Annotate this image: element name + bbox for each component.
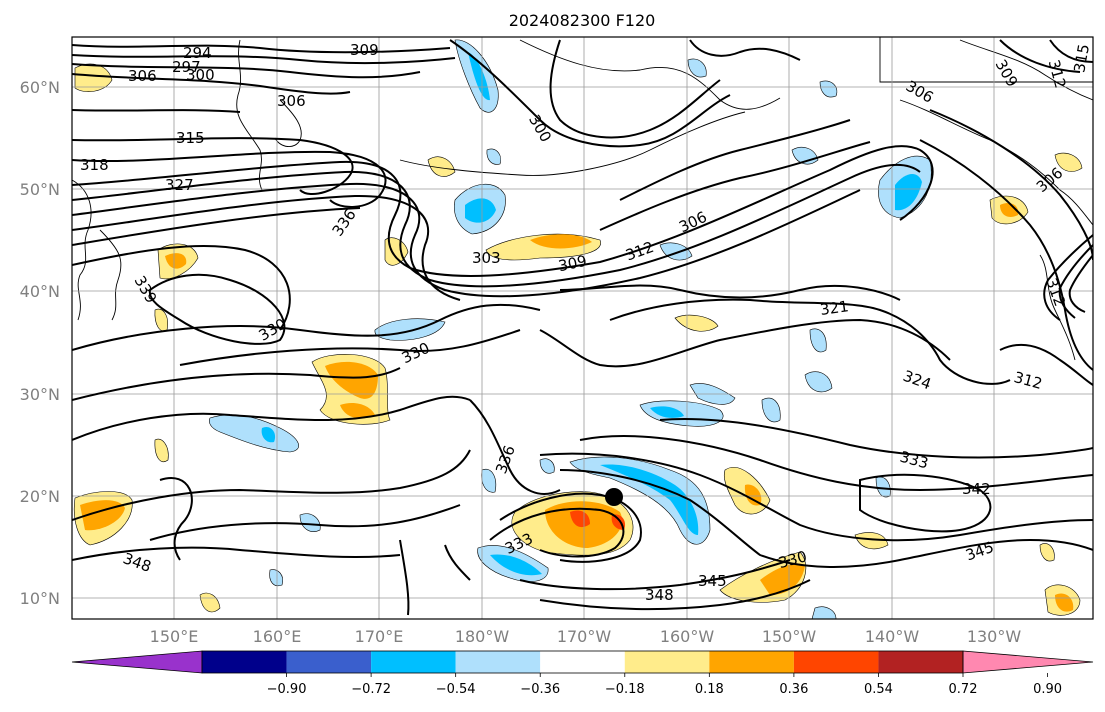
figure-title: 2024082300 F120 bbox=[509, 11, 656, 30]
map-panel: 294 297 300 306 309 306 315 318 327 336 … bbox=[72, 37, 1093, 619]
lon-tick-label: 150°E bbox=[150, 627, 199, 646]
contour-label: 303 bbox=[472, 249, 501, 267]
colorbar-segment bbox=[793, 651, 879, 673]
lat-tick-label: 60°N bbox=[20, 78, 60, 97]
contour-label: 348 bbox=[645, 586, 674, 604]
colorbar-segment bbox=[286, 651, 372, 673]
colorbar-tick-label: −0.90 bbox=[267, 682, 307, 697]
colorbar-segment bbox=[202, 651, 287, 673]
latitude-axis: 60°N 50°N 40°N 30°N 20°N 10°N bbox=[20, 78, 60, 608]
lon-tick-label: 180°W bbox=[455, 627, 510, 646]
lon-tick-label: 160°W bbox=[660, 627, 715, 646]
colorbar-tick-label: −0.72 bbox=[351, 682, 391, 697]
contour-label: 345 bbox=[698, 572, 727, 590]
colorbar-tick-label: 0.72 bbox=[949, 682, 978, 697]
lon-tick-label: 170°E bbox=[355, 627, 404, 646]
lon-tick-label: 150°W bbox=[762, 627, 817, 646]
contour-label: 297 bbox=[172, 58, 201, 76]
contour-label: 327 bbox=[165, 176, 194, 194]
colorbar-segment bbox=[624, 651, 710, 673]
contour-label: 342 bbox=[962, 480, 991, 498]
contour-label: 294 bbox=[183, 44, 212, 62]
lat-tick-label: 20°N bbox=[20, 487, 60, 506]
contour-label: 309 bbox=[350, 41, 379, 59]
contour-label: 315 bbox=[1070, 43, 1093, 74]
lon-tick-label: 130°W bbox=[967, 627, 1022, 646]
colorbar-segment bbox=[371, 651, 456, 673]
lon-tick-label: 160°E bbox=[253, 627, 302, 646]
colorbar-tick-label: 0.54 bbox=[864, 682, 893, 697]
colorbar-segment bbox=[878, 651, 963, 673]
contour-label: 315 bbox=[176, 129, 205, 147]
colorbar-tick-label: 0.36 bbox=[779, 682, 808, 697]
colorbar-tick-label: −0.36 bbox=[520, 682, 560, 697]
contour-label: 306 bbox=[277, 92, 306, 110]
lat-tick-label: 30°N bbox=[20, 385, 60, 404]
colorbar: −0.90 −0.72 −0.54 −0.36 −0.18 0.18 0.36 0.54 0.7… bbox=[71, 650, 1094, 697]
map-frame bbox=[71, 36, 1094, 620]
colorbar-segment bbox=[455, 651, 541, 673]
contour-label: 321 bbox=[819, 297, 850, 319]
colorbar-tick-label: −0.18 bbox=[605, 682, 645, 697]
storm-center-marker bbox=[605, 488, 623, 506]
contour-label: 300 bbox=[186, 66, 215, 84]
lat-tick-label: 50°N bbox=[20, 180, 60, 199]
longitude-axis: 150°E 160°E 170°E 180°W 170°W 160°W 150°… bbox=[150, 627, 1022, 646]
lon-tick-label: 140°W bbox=[865, 627, 920, 646]
colorbar-segment bbox=[540, 651, 625, 673]
contour-label: 306 bbox=[128, 67, 157, 85]
graticule bbox=[72, 37, 1093, 619]
colorbar-tick-label: 0.18 bbox=[695, 682, 724, 697]
colorbar-segment bbox=[709, 651, 794, 673]
colorbar-tick-label: −0.54 bbox=[436, 682, 476, 697]
shaded-field bbox=[73, 39, 1083, 619]
contour-label: 309 bbox=[557, 252, 589, 276]
contour-lines bbox=[72, 39, 1093, 616]
lat-tick-label: 10°N bbox=[20, 589, 60, 608]
lat-tick-label: 40°N bbox=[20, 282, 60, 301]
lon-tick-label: 170°W bbox=[557, 627, 612, 646]
colorbar-extend-min bbox=[71, 650, 203, 674]
colorbar-tick-label: 0.90 bbox=[1033, 682, 1062, 697]
colorbar-outline bbox=[201, 650, 964, 674]
contour-label: 318 bbox=[80, 156, 109, 174]
colorbar-extend-max bbox=[962, 650, 1094, 674]
coastlines bbox=[72, 37, 1093, 361]
